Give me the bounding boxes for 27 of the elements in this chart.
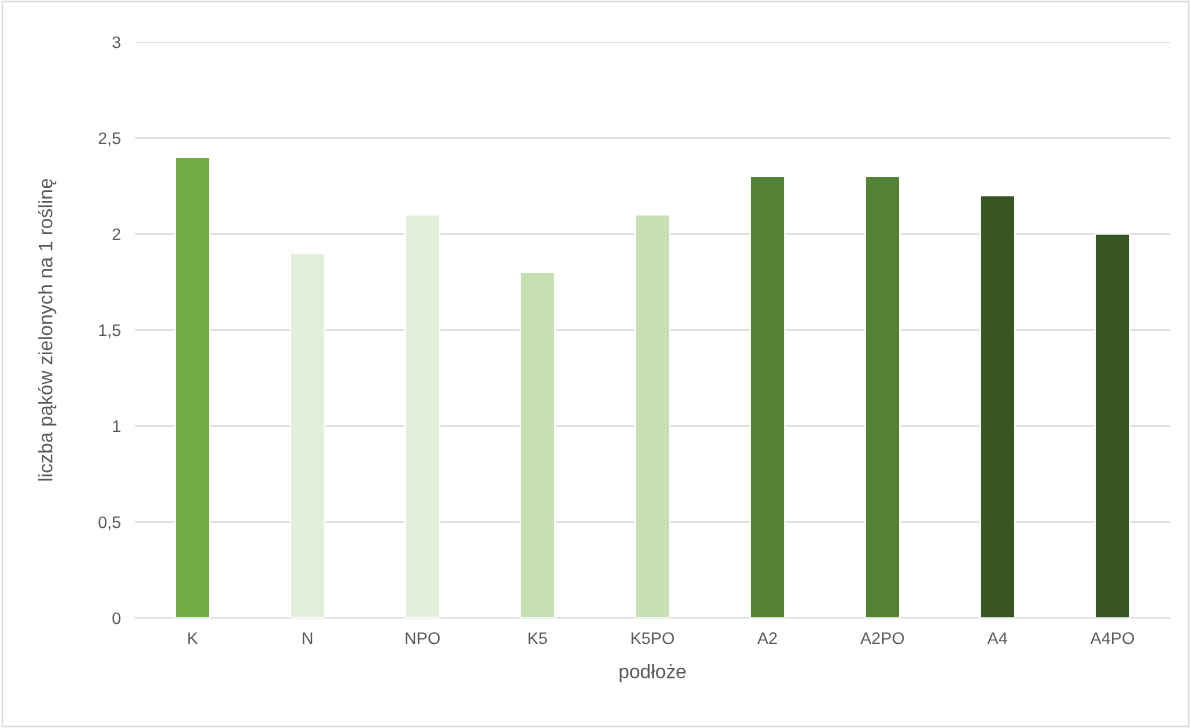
- x-tick-label: A4: [987, 632, 1008, 644]
- bar: [749, 175, 786, 618]
- bar: [519, 271, 556, 618]
- x-tick-label: A4PO: [1090, 632, 1134, 645]
- bar: [1094, 233, 1131, 618]
- y-tick-label: 2: [112, 228, 121, 241]
- x-tick-label: N: [302, 632, 313, 644]
- x-tick-label: A2PO: [860, 632, 904, 645]
- y-tick-label: 0,5: [98, 516, 121, 531]
- x-axis-title: podłoże: [619, 664, 686, 683]
- x-tick-label: NPO: [405, 632, 440, 645]
- bar: [289, 252, 326, 618]
- y-tick-label: 3: [112, 36, 121, 49]
- x-tick-label: K: [188, 632, 198, 644]
- x-tick-label: K5PO: [631, 632, 674, 645]
- y-tick-label: 0: [112, 612, 121, 625]
- y-axis-title: liczba pąków zielonych na 1 roślinę: [37, 179, 57, 481]
- y-tick-label: 1,5: [99, 324, 121, 339]
- bar: [979, 194, 1016, 618]
- y-tick-label: 1: [113, 420, 121, 433]
- y-tick-label: 2,5: [98, 132, 121, 147]
- bar: [634, 214, 671, 618]
- x-tick-label: A2: [757, 632, 777, 644]
- x-tick-label: K5: [528, 632, 547, 645]
- bar: [864, 175, 901, 618]
- bar: [404, 214, 441, 618]
- bar: [174, 156, 211, 618]
